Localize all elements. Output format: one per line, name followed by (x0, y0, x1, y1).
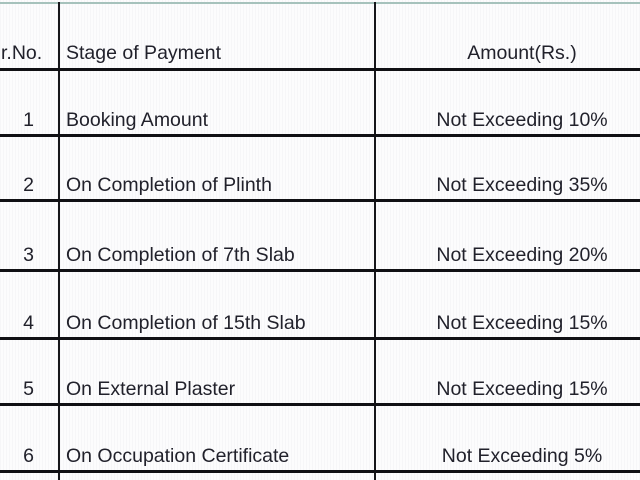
cell-srno: 2 (23, 174, 34, 196)
cell-amount: Not Exceeding 20% (436, 244, 608, 266)
header-bottom-border (0, 68, 640, 71)
cell-amount: Not Exceeding 15% (436, 378, 608, 400)
cell-stage: Booking Amount (66, 109, 209, 131)
column-divider-srno-stage (58, 2, 60, 480)
header-amount: Amount(Rs.) (467, 42, 577, 64)
row-border-2 (0, 199, 640, 202)
cell-amount: Not Exceeding 15% (436, 312, 608, 334)
cell-srno: 6 (23, 445, 34, 467)
row-border-4 (0, 337, 640, 340)
cell-stage: On Completion of Plinth (66, 174, 272, 196)
row-border-5 (0, 403, 640, 406)
table-row: 6 On Occupation Certificate Not Exceedin… (0, 444, 640, 468)
row-border-3 (0, 269, 640, 272)
cell-stage: On External Plaster (66, 378, 236, 400)
table-header-row: r.No. Stage of Payment Amount(Rs.) (0, 41, 640, 65)
cell-amount: Not Exceeding 35% (436, 174, 608, 196)
column-divider-stage-amount (374, 2, 376, 480)
cell-stage: On Completion of 7th Slab (66, 244, 295, 266)
cell-stage: On Completion of 15th Slab (66, 312, 306, 334)
row-border-6 (0, 470, 640, 473)
cell-stage: On Occupation Certificate (66, 445, 290, 467)
row-border-1 (0, 134, 640, 137)
table-row: 3 On Completion of 7th Slab Not Exceedin… (0, 243, 640, 267)
cell-srno: 3 (23, 244, 34, 266)
cell-srno: 1 (23, 109, 34, 131)
cell-srno: 5 (23, 378, 34, 400)
table-row: 1 Booking Amount Not Exceeding 10% (0, 108, 640, 132)
table-row: 2 On Completion of Plinth Not Exceeding … (0, 173, 640, 197)
cell-amount: Not Exceeding 10% (436, 109, 608, 131)
cell-srno: 4 (23, 312, 34, 334)
table-row: 4 On Completion of 15th Slab Not Exceedi… (0, 311, 640, 335)
table-row: 5 On External Plaster Not Exceeding 15% (0, 377, 640, 401)
header-srno: r.No. (1, 42, 43, 64)
cell-amount: Not Exceeding 5% (441, 445, 603, 467)
top-gridline (0, 2, 640, 4)
header-stage: Stage of Payment (66, 42, 222, 64)
